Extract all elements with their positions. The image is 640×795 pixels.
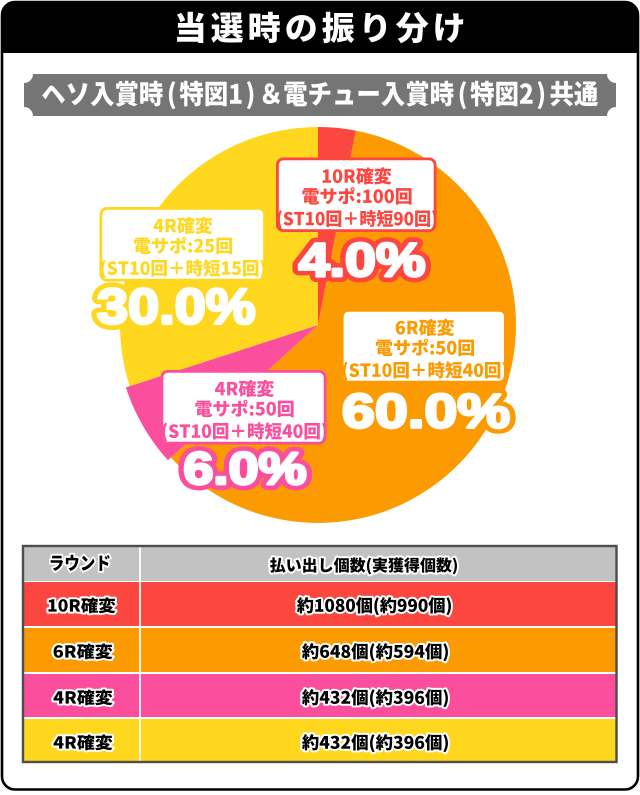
svg-text:4.0%: 4.0%: [299, 233, 426, 286]
svg-text:30.0%: 30.0%: [97, 279, 256, 335]
svg-text:6.0%: 6.0%: [183, 443, 306, 494]
svg-text:4.0%: 4.0%: [299, 233, 426, 286]
svg-text:60.0%: 60.0%: [342, 385, 510, 438]
svg-text:60.0%: 60.0%: [342, 385, 510, 438]
svg-text:30.0%: 30.0%: [97, 279, 256, 335]
svg-text:6.0%: 6.0%: [183, 443, 306, 494]
